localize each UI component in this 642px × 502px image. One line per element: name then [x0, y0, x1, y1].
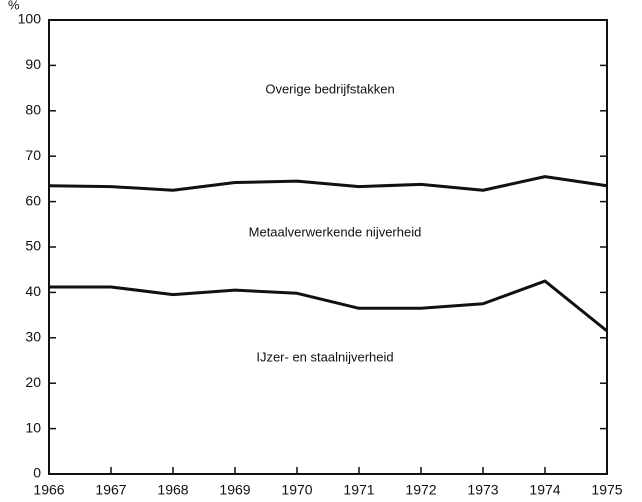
y-tick-label: 90 [25, 56, 41, 72]
y-tick-label: 30 [25, 329, 41, 345]
x-tick-label: 1966 [33, 482, 64, 498]
x-tick-label: 1971 [343, 482, 374, 498]
x-tick-label: 1968 [157, 482, 188, 498]
x-tick-label: 1975 [591, 482, 622, 498]
x-tick-label: 1967 [95, 482, 126, 498]
y-tick-label: 100 [18, 11, 42, 27]
annotation: Metaalverwerkende nijverheid [249, 224, 422, 239]
y-tick-label: 40 [25, 283, 41, 299]
y-tick-label: 50 [25, 238, 41, 254]
annotation: IJzer- en staalnijverheid [256, 349, 393, 364]
x-tick-label: 1972 [405, 482, 436, 498]
line [49, 279, 608, 333]
y-tick-label: 80 [25, 102, 41, 118]
y-tick-label: 0 [33, 465, 41, 481]
y-tick-label: 10 [25, 419, 41, 435]
x-tick-label: 1973 [467, 482, 498, 498]
x-tick-label: 1974 [529, 482, 560, 498]
annotation: Overige bedrijfstakken [265, 81, 394, 96]
y-tick-label: 70 [25, 147, 41, 163]
y-tick-label: 60 [25, 192, 41, 208]
x-tick-label: 1970 [281, 482, 312, 498]
y-axis-label: % [8, 0, 20, 12]
y-tick-label: 20 [25, 374, 41, 390]
x-tick-label: 1969 [219, 482, 250, 498]
line [48, 175, 608, 192]
